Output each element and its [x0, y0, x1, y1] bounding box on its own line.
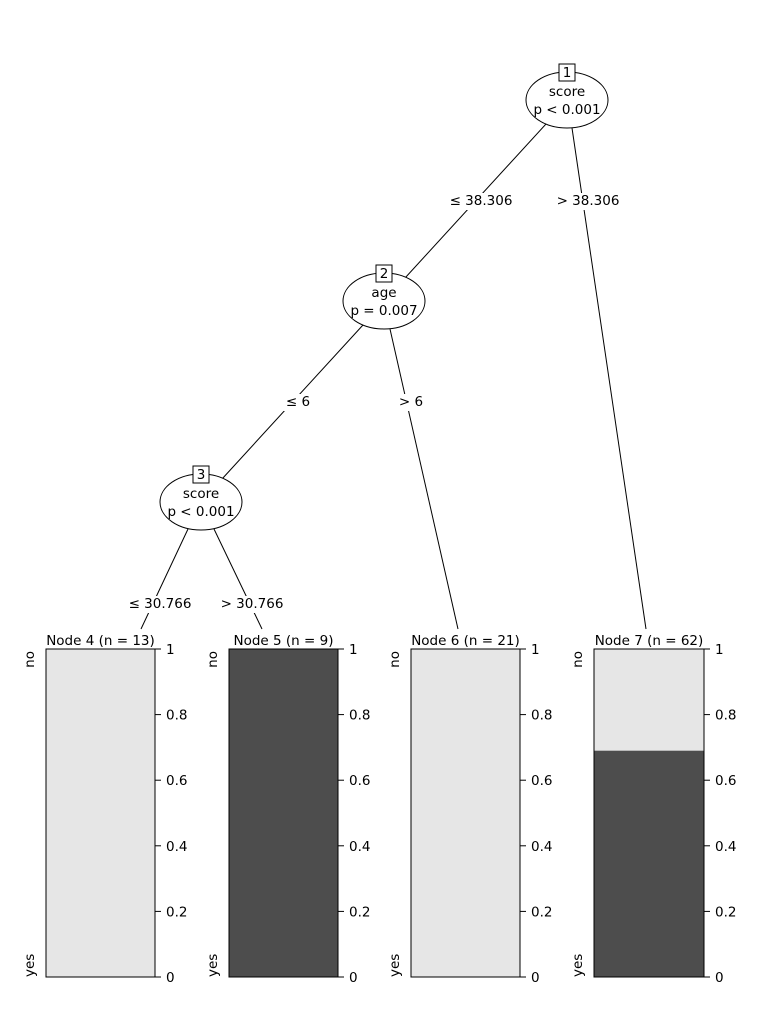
terminal-node-title: Node 5 (n = 9) — [234, 633, 334, 649]
edge-3-5 — [213, 528, 263, 630]
class-label-yes: yes — [387, 954, 403, 977]
terminal-title-background — [589, 632, 709, 648]
axis-tick-label: 0.6 — [349, 773, 370, 789]
edge-label-2-3: ≤ 6 — [286, 394, 310, 410]
node-id: 1 — [563, 65, 572, 81]
axis-tick-label: 0 — [531, 970, 540, 986]
split-variable: score — [183, 486, 219, 502]
edge-1-7 — [571, 127, 647, 630]
axis-tick-label: 0.2 — [166, 904, 187, 920]
axis-tick-label: 0.4 — [166, 839, 187, 855]
bar-yes — [594, 750, 704, 977]
terminal-title-background — [405, 632, 526, 648]
split-variable: score — [549, 84, 585, 100]
axis-tick-label: 0.6 — [166, 773, 187, 789]
class-label-no: no — [387, 651, 403, 668]
panel-frame — [410, 648, 521, 978]
panel-frame — [228, 648, 339, 978]
p-value: p < 0.001 — [167, 504, 234, 520]
inner-node-2: 2 age p = 0.007 — [342, 264, 426, 330]
terminal-node-7: Node 7 (n = 62) no yes 1 0.8 0.6 0.4 0.2 0 — [570, 632, 736, 986]
axis-tick-label: 0.2 — [349, 904, 370, 920]
axis-tick-label: 0.8 — [349, 708, 370, 724]
node-id: 3 — [197, 467, 206, 483]
class-label-no: no — [570, 651, 586, 668]
axis-tick-label: 0.8 — [715, 708, 736, 724]
edge-label-background — [396, 394, 426, 411]
terminal-node-4: Node 4 (n = 13) no yes 1 0.8 0.6 0.4 0.2 0 — [22, 632, 187, 986]
node-id-box — [375, 264, 393, 283]
edge-label-3-4: ≤ 30.766 — [129, 596, 192, 612]
class-label-no: no — [205, 651, 221, 668]
axis-tick-label: 0.6 — [715, 773, 736, 789]
bar-no — [594, 649, 704, 751]
panel-frame — [45, 648, 156, 978]
edge-label-background — [554, 193, 622, 210]
axis-tick-label: 0.6 — [531, 773, 552, 789]
axis-tick-label: 1 — [715, 642, 724, 658]
split-variable: age — [371, 285, 396, 301]
p-value: p = 0.007 — [350, 303, 417, 319]
axis-tick-label: 1 — [166, 642, 175, 658]
bar-yes — [229, 649, 338, 977]
terminal-node-title: Node 7 (n = 62) — [595, 633, 704, 649]
edge-label-2-6: > 6 — [399, 394, 423, 410]
axis-tick-label: 0.4 — [349, 839, 370, 855]
node-id-box — [192, 465, 210, 484]
axis-tick-label: 0.4 — [531, 839, 552, 855]
axis-tick-label: 0 — [166, 970, 175, 986]
axis-tick-label: 0.8 — [166, 708, 187, 724]
edge-label-1-7: > 38.306 — [557, 193, 620, 209]
class-label-yes: yes — [22, 954, 38, 977]
class-label-yes: yes — [570, 954, 586, 977]
panel-frame — [593, 648, 705, 978]
inner-nodes-layer: 1 score p < 0.001 2 age p = 0.007 3 score p < 0.… — [159, 63, 609, 531]
terminal-title-background — [227, 632, 340, 648]
inner-node-1: 1 score p < 0.001 — [525, 63, 609, 129]
edge-2-6 — [389, 328, 459, 630]
edge-label-3-5: > 30.766 — [221, 596, 284, 612]
axis-tick-label: 0 — [715, 970, 724, 986]
terminal-node-title: Node 4 (n = 13) — [46, 633, 155, 649]
bar-no — [46, 649, 155, 977]
axis-tick-label: 1 — [349, 642, 358, 658]
class-label-yes: yes — [205, 954, 221, 977]
axis-tick-label: 0.4 — [715, 839, 736, 855]
edge-3-4 — [140, 528, 189, 630]
terminal-node-6: Node 6 (n = 21) no yes 1 0.8 0.6 0.4 0.2 0 — [387, 632, 552, 986]
class-label-no: no — [22, 651, 38, 668]
edge-label-1-2: ≤ 38.306 — [450, 193, 513, 209]
axis-tick-label: 0.2 — [531, 904, 552, 920]
bar-no — [411, 649, 520, 977]
axis-tick-label: 0.8 — [531, 708, 552, 724]
node-id: 2 — [380, 266, 389, 282]
terminal-title-background — [40, 632, 161, 648]
terminal-node-title: Node 6 (n = 21) — [411, 633, 520, 649]
edge-label-background — [283, 394, 313, 411]
node-id-box — [558, 63, 576, 82]
axis-tick-label: 0 — [349, 970, 358, 986]
p-value: p < 0.001 — [533, 102, 600, 118]
edge-label-background — [447, 193, 515, 210]
edge-labels-layer: ≤ 38.306 > 38.306 ≤ 6 > 6 ≤ 30.766 > 30.766 — [126, 193, 622, 613]
inner-node-3: 3 score p < 0.001 — [159, 465, 243, 531]
edge-label-background — [126, 596, 194, 613]
axis-tick-label: 1 — [531, 642, 540, 658]
axis-tick-label: 0.2 — [715, 904, 736, 920]
edge-label-background — [218, 596, 286, 613]
terminal-node-5: Node 5 (n = 9) no yes 1 0.8 0.6 0.4 0.2 0 — [205, 632, 370, 986]
